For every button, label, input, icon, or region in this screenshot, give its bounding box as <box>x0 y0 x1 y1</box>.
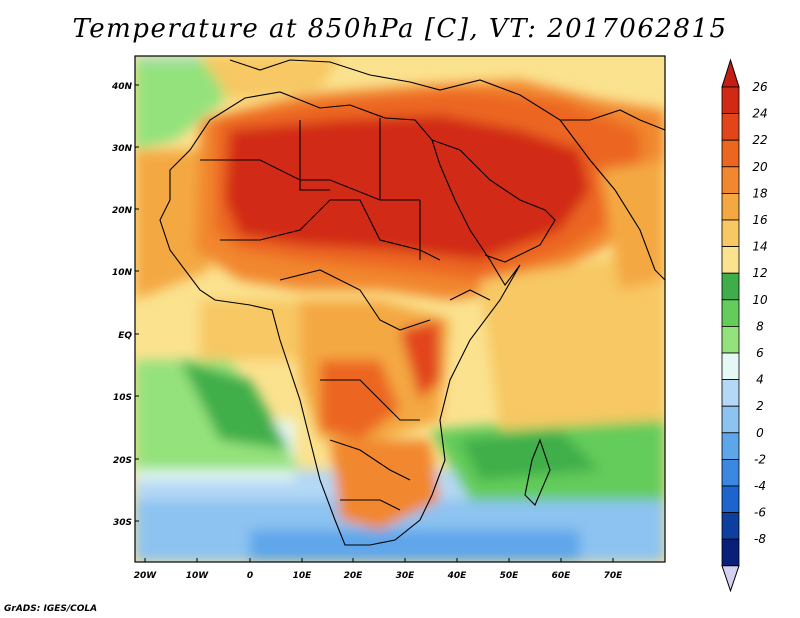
lon-tick-label: 40E <box>447 571 468 581</box>
lon-tick-label: 0 <box>247 571 253 581</box>
colorbar-level-label: 20 <box>752 160 768 174</box>
colorbar-swatch <box>721 432 740 460</box>
colorbar-swatch <box>721 113 740 141</box>
coastlines <box>159 59 665 546</box>
lon-tick-label: 50E <box>500 571 520 581</box>
colorbar-level-label: 6 <box>756 346 764 360</box>
colorbar-level-label: 10 <box>752 293 768 307</box>
lon-tick-label: 10E <box>293 571 313 581</box>
colorbar-level-label: 8 <box>756 319 764 333</box>
lat-tick-label: 20S <box>113 456 132 466</box>
lon-tick-label: 30E <box>396 571 416 581</box>
colorbar-level-label: -2 <box>754 452 766 466</box>
colorbar-swatch <box>721 538 740 567</box>
colorbar-level-label: 16 <box>752 213 768 227</box>
lon-tick-label: 20E <box>344 571 364 581</box>
lon-tick-label: 70E <box>604 571 624 581</box>
latitude-labels: 40N 30N 20N 10N EQ 10S 20S 30S <box>111 82 139 528</box>
colorbar-level-label: 0 <box>756 426 764 440</box>
lat-tick-label: 10S <box>113 393 132 403</box>
colorbar-swatch <box>721 512 740 540</box>
colorbar-level-label: 12 <box>752 266 767 280</box>
colorbar-swatch <box>721 325 740 354</box>
colorbar-level-label: -8 <box>754 532 766 546</box>
lat-tick-label: 20N <box>112 206 133 216</box>
colorbar-swatch <box>721 458 740 487</box>
colorbar-swatch <box>721 86 740 115</box>
colorbar-swatch <box>721 272 740 301</box>
colorbar-swatch <box>721 219 740 248</box>
lat-tick-label: 30N <box>112 144 133 154</box>
colorbar-level-label: 18 <box>752 186 768 200</box>
colorbar-level-label: 2 <box>756 399 764 413</box>
lon-tick-label: 20W <box>134 571 158 581</box>
lat-tick-label: 40N <box>111 82 133 92</box>
colorbar-swatch <box>721 352 740 381</box>
colorbar-swatch <box>721 379 740 407</box>
colorbar-swatch <box>721 485 740 514</box>
colorbar-level-label: -4 <box>754 479 766 493</box>
colorbar-level-label: 4 <box>756 373 764 387</box>
colorbar-top-arrow <box>721 58 740 88</box>
colorbar-level-label: 26 <box>752 80 768 94</box>
colorbar-swatch <box>721 192 740 221</box>
colorbar-swatch <box>721 246 740 274</box>
colorbar-swatch <box>721 139 740 168</box>
lat-tick-label: EQ <box>118 331 132 341</box>
colorbar-swatch <box>721 299 740 327</box>
colorbar-level-label: 22 <box>752 133 767 147</box>
colorbar-level-label: 24 <box>752 107 767 121</box>
credit-text: GrADS: IGES/COLA <box>4 604 98 614</box>
map-title: Temperature at 850hPa [C], VT: 201706281… <box>72 14 728 44</box>
colorbar-swatch <box>721 405 740 434</box>
lon-tick-label: 60E <box>552 571 572 581</box>
plot-frame <box>134 55 666 563</box>
longitude-labels: 20W 10W 0 10E 20E 30E 40E 50E 60E 70E <box>134 558 623 581</box>
colorbar-swatch <box>721 166 740 194</box>
colorbar-level-label: 14 <box>752 240 767 254</box>
lat-tick-label: 10N <box>112 268 133 278</box>
temperature-field <box>135 56 665 562</box>
lon-tick-label: 10W <box>186 571 210 581</box>
colorbar-bottom-arrow <box>721 565 740 593</box>
lat-tick-label: 30S <box>113 518 132 528</box>
colorbar-level-label: -6 <box>754 506 766 520</box>
